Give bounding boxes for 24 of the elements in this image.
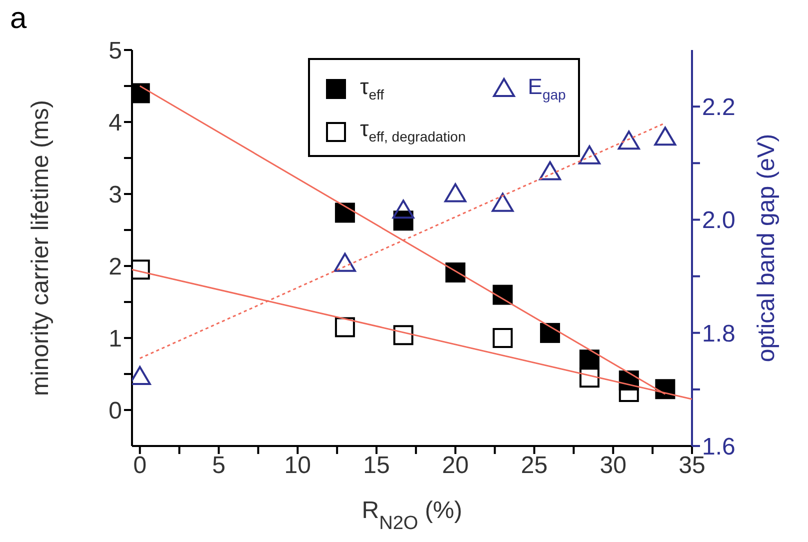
legend-label: E$_{gap}$ — [528, 74, 566, 102]
chart-title: a — [10, 2, 27, 36]
y-tick-label: 0 — [108, 398, 122, 425]
x-tick-label: 25 — [520, 452, 548, 480]
legend-label: τ$_{eff, degradation}$ — [360, 116, 466, 145]
x-tick-label: 5 — [212, 452, 226, 480]
x-tick-label: 0 — [133, 452, 147, 480]
legend-label: τ$_{eff}$ — [360, 74, 384, 102]
x-tick-label: 30 — [600, 452, 626, 480]
y2-tick-label: 1.6 — [702, 434, 736, 461]
y2-tick-label: 1.8 — [702, 320, 736, 348]
x-tick-label: 20 — [442, 452, 469, 480]
y2-tick-label: 2.2 — [702, 94, 736, 122]
y-tick-label: 1 — [108, 326, 122, 353]
y-tick-label: 5 — [108, 38, 122, 65]
y-axis-title: minority carrier lifetime (ms) — [27, 100, 54, 396]
y2-tick-label: 2.0 — [702, 207, 736, 234]
y2-axis-title: optical band gap (eV) — [753, 134, 780, 362]
x-axis-title: R$_{N2O}$ (%) — [362, 497, 462, 534]
y-tick-label: 3 — [108, 182, 122, 209]
y-tick-label: 2 — [108, 254, 122, 281]
y-tick-label: 4 — [108, 110, 122, 137]
x-tick-label: 15 — [363, 452, 390, 480]
x-tick-label: 10 — [284, 452, 311, 480]
